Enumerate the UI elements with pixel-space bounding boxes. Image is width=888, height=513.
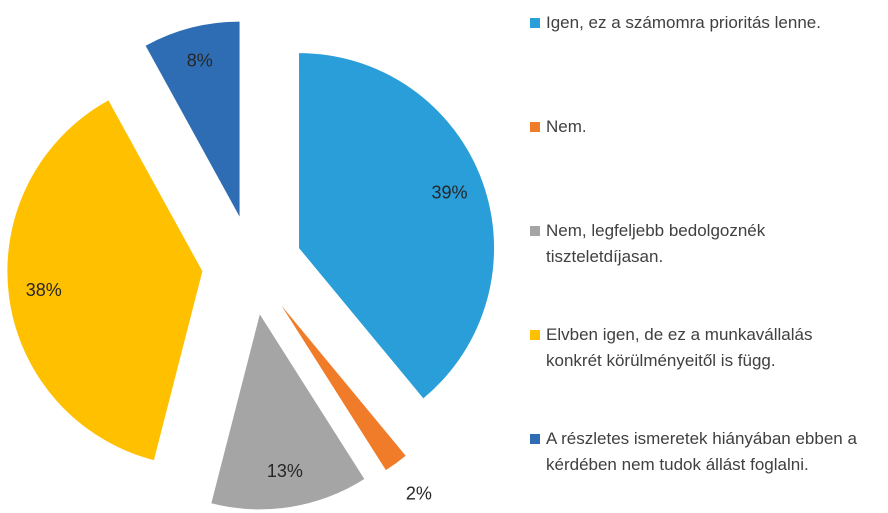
data-label: 2% xyxy=(406,484,432,504)
legend-label: Nem, legfeljebb bedolgoznék tiszteletdíj… xyxy=(546,221,766,266)
legend-item: A részletes ismeretek hiányában ebben a … xyxy=(530,426,870,478)
data-label: 39% xyxy=(431,183,467,203)
legend-label: A részletes ismeretek hiányában ebben a … xyxy=(546,429,857,474)
data-label: 8% xyxy=(187,50,213,70)
legend-swatch xyxy=(530,18,540,28)
legend-swatch xyxy=(530,434,540,444)
pie-slice xyxy=(281,305,406,471)
pie-slice xyxy=(7,100,203,461)
legend-swatch xyxy=(530,122,540,132)
legend-swatch xyxy=(530,226,540,236)
data-label: 38% xyxy=(26,280,62,300)
legend-swatch xyxy=(530,330,540,340)
data-label: 13% xyxy=(267,461,303,481)
pie-slice xyxy=(211,314,365,510)
legend-item: Nem, legfeljebb bedolgoznék tiszteletdíj… xyxy=(530,218,870,270)
legend-label: Nem. xyxy=(546,117,587,136)
legend-label: Igen, ez a számomra prioritás lenne. xyxy=(546,13,821,32)
pie-slice xyxy=(145,21,240,217)
pie-slice xyxy=(299,53,495,399)
legend-item: Nem. xyxy=(530,114,870,140)
legend-item: Igen, ez a számomra prioritás lenne. xyxy=(530,10,870,36)
legend-label: Elvben igen, de ez a munkavállalás konkr… xyxy=(546,325,813,370)
legend-item: Elvben igen, de ez a munkavállalás konkr… xyxy=(530,322,870,374)
